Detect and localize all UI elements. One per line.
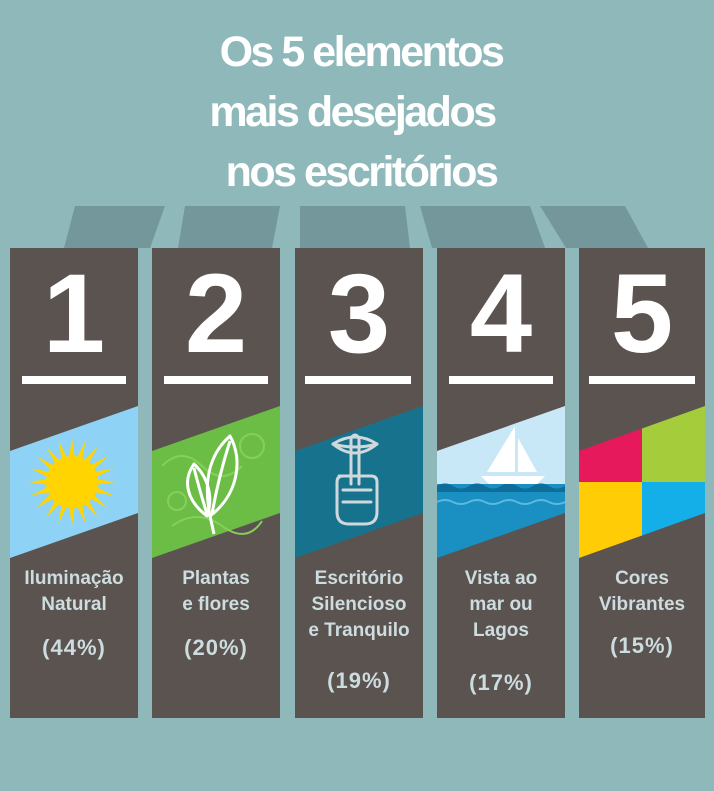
item-label: Vista ao mar ou Lagos bbox=[437, 566, 565, 644]
item-value: (44%) bbox=[42, 635, 106, 660]
connector-1 bbox=[64, 206, 165, 248]
sun-ray bbox=[46, 499, 61, 518]
sun-ray bbox=[36, 493, 55, 508]
label-line: Iluminação bbox=[24, 568, 124, 589]
sun-ray bbox=[36, 456, 55, 471]
rank-number: 4 bbox=[469, 251, 533, 376]
item-value: (17%) bbox=[469, 670, 533, 695]
sun-ray bbox=[76, 440, 86, 461]
rank-underline bbox=[164, 376, 268, 384]
leaf-icon bbox=[152, 406, 280, 558]
rank-underline bbox=[449, 376, 553, 384]
label-line: e Tranquilo bbox=[308, 620, 410, 641]
sun-icon bbox=[10, 406, 138, 558]
sun-ray bbox=[69, 438, 75, 459]
title-line-3: nos escritórios bbox=[225, 148, 499, 196]
item-label: Cores Vibrantes bbox=[579, 566, 705, 618]
rank-number: 2 bbox=[184, 251, 248, 376]
rank-card-5: 5 Cores Vibrantes (15%) bbox=[579, 248, 705, 718]
label-line: Plantas bbox=[182, 568, 250, 589]
rank-card-4: 4 Vista ao mar ou Lagos (17%) bbox=[437, 248, 565, 718]
sun-ray bbox=[95, 479, 116, 485]
quiet-finger-icon bbox=[295, 406, 423, 558]
sun-ray bbox=[89, 493, 108, 508]
label-line: mar ou bbox=[469, 594, 533, 615]
rank-card-3: 3 Escritório Silencioso e Tranquilo (19%… bbox=[295, 248, 423, 718]
rank-underline bbox=[305, 376, 411, 384]
color-squares-icon bbox=[579, 406, 705, 558]
label-line: Lagos bbox=[473, 620, 529, 641]
sun-ray bbox=[89, 456, 108, 471]
sun-ray bbox=[58, 503, 68, 524]
sun-ray bbox=[93, 486, 114, 496]
rank-card-1: 1 Iluminação Natural (44%) bbox=[10, 248, 138, 718]
sun-ray bbox=[69, 505, 75, 526]
sun-ray bbox=[76, 503, 86, 524]
rank-number: 1 bbox=[42, 251, 106, 376]
rank-number: 3 bbox=[327, 251, 391, 376]
sun-ray bbox=[28, 479, 49, 485]
sun-ray bbox=[30, 486, 51, 496]
label-line: Cores bbox=[615, 568, 669, 589]
sun-ray bbox=[58, 440, 68, 461]
label-line: Escritório bbox=[314, 568, 404, 589]
label-line: Natural bbox=[41, 594, 107, 615]
connector-shapes bbox=[64, 206, 648, 248]
sun-ray bbox=[83, 499, 98, 518]
item-value: (20%) bbox=[184, 635, 248, 660]
rank-number: 5 bbox=[610, 251, 674, 376]
sailboat-icon bbox=[437, 406, 565, 558]
item-value: (19%) bbox=[327, 668, 391, 693]
infographic-title: Os 5 elementos mais desejados nos escrit… bbox=[0, 22, 714, 202]
item-value: (15%) bbox=[610, 633, 674, 658]
item-label: Iluminação Natural bbox=[10, 566, 138, 618]
connector-4 bbox=[420, 206, 545, 248]
label-line: e flores bbox=[182, 594, 250, 615]
label-line: Vista ao bbox=[464, 568, 538, 589]
sun-ray bbox=[46, 446, 61, 465]
rank-underline bbox=[589, 376, 695, 384]
title-line-1: Os 5 elementos bbox=[219, 28, 505, 76]
item-label: Plantas e flores bbox=[152, 566, 280, 618]
rank-card-2: 2 Plantas e flores (20%) bbox=[152, 248, 280, 718]
connector-5 bbox=[540, 206, 648, 248]
sun-ray bbox=[93, 468, 114, 478]
item-label: Escritório Silencioso e Tranquilo bbox=[295, 566, 423, 644]
label-line: Silencioso bbox=[311, 594, 407, 615]
connector-2 bbox=[178, 206, 280, 248]
connector-3 bbox=[300, 206, 410, 248]
label-line: Vibrantes bbox=[598, 594, 686, 615]
rank-underline bbox=[22, 376, 126, 384]
sun-ray bbox=[30, 468, 51, 478]
title-line-2: mais desejados bbox=[209, 88, 497, 136]
sun-ray bbox=[83, 446, 98, 465]
